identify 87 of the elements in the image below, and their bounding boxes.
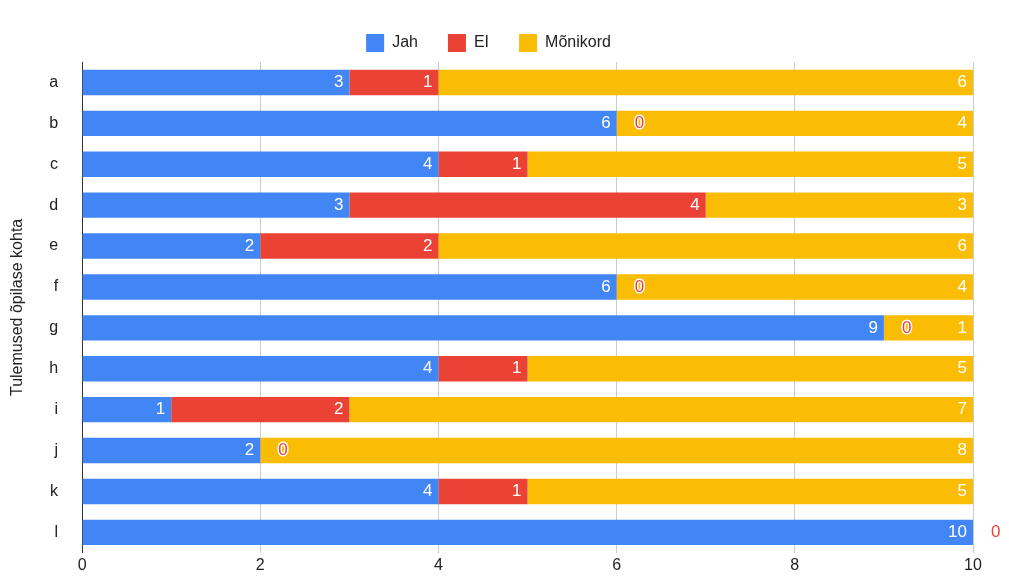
data-label: 1 [512, 358, 522, 378]
bar [883, 315, 973, 341]
y-tick-label: l [54, 522, 59, 540]
bar [438, 356, 528, 382]
annotation: 0 [634, 113, 645, 133]
x-tick-label: 10 [964, 555, 982, 573]
legend-label: EI [473, 33, 490, 51]
bar [616, 110, 973, 137]
x-tick-label: 2 [255, 555, 265, 573]
bar [82, 519, 973, 546]
bar [82, 151, 439, 177]
data-label: 2 [244, 235, 255, 255]
data-label: 4 [422, 153, 433, 173]
data-label: 10 [948, 522, 967, 542]
data-label: 2 [333, 399, 344, 419]
bar [260, 233, 439, 259]
x-tick-label: 8 [790, 555, 800, 573]
x-tick-label: 0 [77, 555, 87, 573]
y-tick-label: i [54, 400, 59, 418]
bar [82, 478, 439, 505]
bar [438, 69, 973, 96]
legend-label: Mõnikord [545, 33, 611, 51]
bar [527, 478, 973, 505]
bar [438, 233, 973, 259]
bar [82, 356, 439, 382]
annotation: 0 [901, 317, 912, 337]
bar [527, 151, 973, 177]
data-label: 6 [957, 72, 967, 92]
data-label: 9 [868, 317, 878, 337]
y-tick-label: a [49, 72, 59, 90]
bar [82, 110, 617, 137]
bar [527, 356, 973, 382]
y-tick-label: d [49, 195, 59, 213]
data-label: 4 [690, 194, 700, 214]
bar [349, 192, 706, 218]
annotation: 0 [991, 522, 1001, 542]
bar [349, 396, 973, 423]
data-label: 8 [957, 440, 967, 460]
data-label: 4 [422, 481, 433, 501]
x-tick-label: 4 [434, 555, 444, 573]
bar [82, 274, 617, 300]
y-tick-label: g [49, 318, 59, 336]
data-label: 3 [957, 194, 967, 214]
bar [82, 315, 884, 341]
annotation: 0 [278, 440, 288, 460]
data-label: 6 [957, 235, 967, 255]
y-tick-label: j [53, 440, 59, 458]
x-tick-label: 6 [612, 555, 622, 573]
data-label: 2 [422, 235, 433, 255]
data-label: 3 [333, 194, 344, 214]
data-label: 3 [333, 72, 344, 92]
y-tick-label: c [50, 154, 59, 172]
data-label: 6 [601, 276, 611, 296]
bar [82, 437, 261, 464]
data-label: 5 [957, 153, 967, 173]
data-label: 5 [957, 481, 967, 501]
data-label: 2 [244, 440, 255, 460]
annotation: 0 [634, 276, 645, 296]
bar [616, 274, 973, 300]
bar [438, 151, 528, 177]
y-tick-label: k [50, 481, 60, 499]
bar [171, 396, 350, 423]
data-label: 1 [155, 399, 166, 419]
data-label: 1 [422, 72, 433, 92]
y-tick-label: e [49, 236, 59, 254]
data-label: 4 [422, 358, 433, 378]
data-label: 1 [512, 481, 522, 501]
legend-label: Jah [392, 33, 418, 51]
bar [349, 69, 439, 96]
data-label: 5 [957, 358, 967, 378]
bar [82, 233, 261, 259]
y-axis-title: Tulemused õpilase kohta [8, 218, 26, 397]
data-label: 6 [601, 113, 611, 133]
bar [260, 437, 973, 464]
bar [438, 478, 528, 505]
bar [82, 69, 350, 96]
y-tick-label: h [49, 359, 59, 377]
data-label: 1 [957, 317, 967, 337]
bar [82, 192, 350, 218]
data-label: 4 [957, 113, 967, 133]
data-label: 7 [957, 399, 967, 419]
bar [82, 396, 172, 423]
data-label: 4 [957, 276, 967, 296]
data-label: 1 [512, 153, 522, 173]
bar [705, 192, 973, 218]
y-tick-label: f [53, 277, 59, 295]
y-tick-label: b [49, 113, 59, 131]
